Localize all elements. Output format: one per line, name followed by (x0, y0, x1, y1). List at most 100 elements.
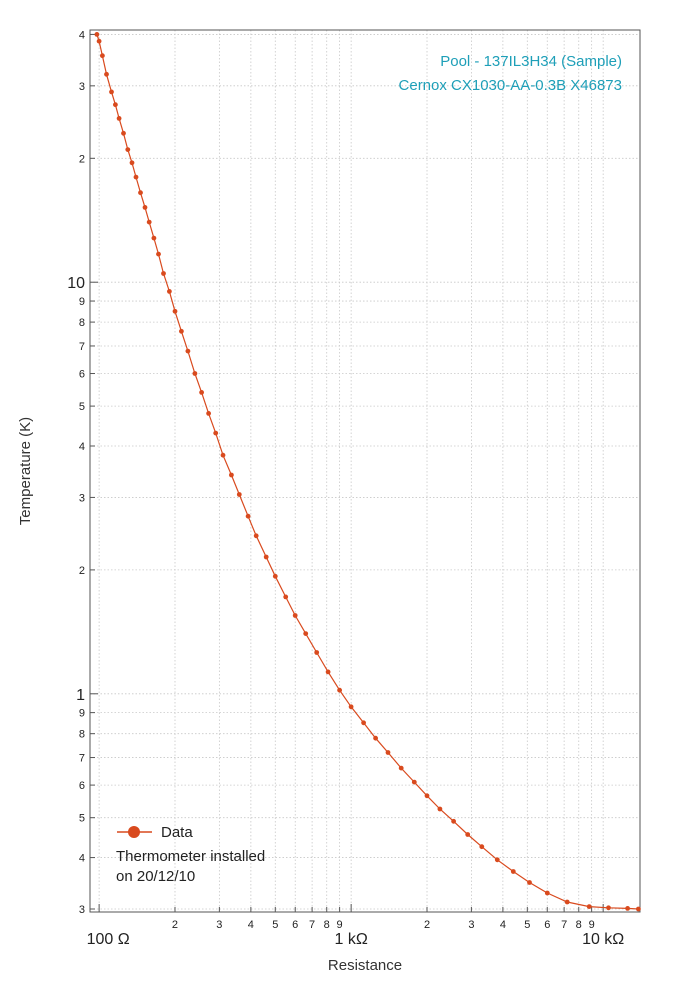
x-minor-tick-label: 9 (589, 919, 595, 931)
data-point (451, 818, 456, 824)
data-point (116, 116, 122, 121)
data-point (527, 880, 532, 885)
y-minor-tick-label: 8 (79, 317, 85, 329)
legend: Data Thermometer installed on 20/12/10 (116, 824, 265, 885)
x-minor-tick-label: 8 (324, 919, 330, 931)
data-point (172, 308, 178, 314)
y-minor-tick-label: 4 (79, 853, 85, 865)
data-point (229, 472, 234, 478)
x-minor-tick-label: 9 (337, 919, 343, 931)
y-minor-tick-label: 2 (79, 565, 85, 577)
data-point (167, 289, 172, 294)
data-point (142, 205, 148, 210)
data-point (544, 890, 550, 896)
y-minor-tick-label: 8 (79, 729, 85, 741)
data-point (161, 271, 166, 276)
legend-note-line-2: on 20/12/10 (116, 868, 195, 885)
y-minor-tick-label: 9 (79, 708, 85, 720)
data-point (325, 669, 331, 675)
data-point (133, 174, 139, 180)
x-minor-tick-label: 2 (424, 919, 430, 931)
data-point (213, 430, 219, 436)
data-point (586, 904, 592, 909)
data-point (146, 219, 152, 225)
data-point (121, 130, 126, 136)
data-point (564, 899, 570, 905)
y-minor-tick-label: 3 (79, 81, 85, 93)
data-point (253, 533, 259, 539)
x-minor-tick-label: 6 (544, 919, 550, 931)
data-point (263, 554, 269, 560)
y-minor-tick-label: 5 (79, 813, 85, 825)
data-point (100, 53, 105, 59)
annotation-line-1: Pool - 137IL3H34 (Sample) (440, 53, 622, 70)
data-point (465, 832, 471, 837)
x-axis-label: Resistance (328, 957, 402, 974)
data-point (236, 492, 242, 497)
y-axis-label: Temperature (K) (17, 417, 34, 525)
x-major-tick-label: 10 kΩ (582, 931, 624, 948)
legend-note-line-1: Thermometer installed (116, 848, 265, 865)
data-point (156, 251, 161, 257)
y-minor-tick-label: 2 (79, 153, 85, 165)
x-minor-tick-label: 3 (468, 919, 474, 931)
data-point (625, 906, 630, 911)
data-point (151, 235, 157, 241)
y-major-tick-label: 10 (67, 275, 85, 292)
data-point (373, 735, 378, 741)
x-minor-tick-label: 6 (292, 919, 298, 931)
data-point (125, 147, 131, 153)
data-series (94, 32, 641, 912)
x-minor-tick-label: 8 (576, 919, 582, 931)
y-minor-tick-label: 6 (79, 369, 85, 381)
data-point (348, 704, 354, 710)
y-minor-tick-label: 6 (79, 780, 85, 792)
x-major-tick-label: 1 kΩ (334, 931, 367, 948)
data-point (96, 38, 102, 44)
y-minor-tick-label: 3 (79, 492, 85, 504)
plot-area-frame (89, 29, 641, 913)
legend-marker-swatch (128, 826, 140, 838)
data-point (138, 190, 143, 196)
y-minor-tick-label: 4 (79, 29, 85, 41)
data-point (314, 650, 320, 655)
data-point (636, 906, 641, 912)
y-major-tick-label: 1 (76, 687, 85, 704)
data-point (179, 328, 184, 334)
x-minor-tick-label: 5 (524, 919, 530, 931)
data-point (292, 613, 298, 618)
data-point (109, 89, 114, 95)
x-minor-tick-label: 7 (309, 919, 315, 931)
data-point (494, 857, 500, 863)
x-minor-tick-label: 5 (272, 919, 278, 931)
data-point (272, 573, 278, 579)
data-point (113, 102, 118, 108)
y-minor-tick-label: 7 (79, 341, 85, 353)
legend-label: Data (161, 824, 193, 841)
x-minor-tick-label: 2 (172, 919, 178, 931)
data-point (104, 71, 109, 77)
data-point (220, 452, 226, 458)
data-point (337, 687, 342, 693)
data-point (411, 779, 417, 785)
data-point (385, 750, 391, 755)
x-major-tick-label: 100 Ω (87, 931, 130, 948)
grid-lines (90, 30, 640, 912)
y-minor-tick-label: 7 (79, 753, 85, 765)
data-point (129, 160, 135, 166)
annotation-line-2: Cernox CX1030-AA-0.3B X46873 (399, 77, 622, 94)
x-minor-tick-label: 7 (561, 919, 567, 931)
y-minor-tick-label: 4 (79, 441, 85, 453)
data-point (185, 348, 191, 354)
data-point (199, 390, 205, 395)
data-point (398, 765, 404, 771)
data-point (206, 411, 212, 416)
data-point (283, 594, 289, 600)
data-point (192, 371, 198, 376)
data-point (510, 869, 516, 874)
y-minor-tick-label: 5 (79, 401, 85, 413)
data-point (606, 905, 611, 911)
